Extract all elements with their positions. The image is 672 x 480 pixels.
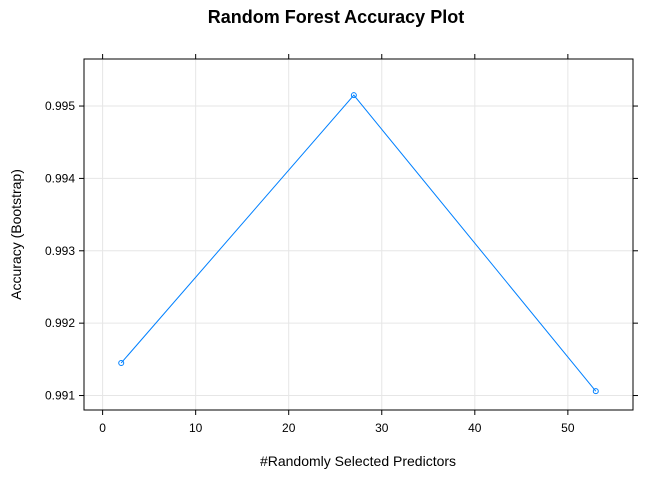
- data-point: [118, 359, 125, 366]
- grid-lines: [84, 59, 633, 410]
- x-tick-label: 10: [189, 421, 203, 435]
- x-tick-label: 30: [375, 421, 389, 435]
- data-point: [592, 388, 599, 395]
- y-tick-label: 0.994: [45, 171, 75, 185]
- x-axis-label: #Randomly Selected Predictors: [260, 453, 456, 469]
- x-tick-label: 0: [99, 421, 106, 435]
- y-tick-label: 0.991: [45, 389, 75, 403]
- x-tick-label: 40: [468, 421, 482, 435]
- y-tick-label: 0.993: [45, 244, 75, 258]
- x-tick-label: 20: [282, 421, 296, 435]
- x-tick-label: 50: [561, 421, 575, 435]
- y-axis-label: Accuracy (Bootstrap): [8, 169, 24, 300]
- chart-title: Random Forest Accuracy Plot: [208, 7, 464, 27]
- series-line: [120, 94, 597, 392]
- axis-ticks: 0 10 20 30 40 50 0.991 0.992 0.993 0.994 0.995: [45, 54, 638, 435]
- data-point: [350, 92, 357, 99]
- y-tick-label: 0.995: [45, 99, 75, 113]
- y-tick-label: 0.992: [45, 316, 75, 330]
- plot-frame: [83, 58, 634, 411]
- series-layer: [118, 92, 599, 395]
